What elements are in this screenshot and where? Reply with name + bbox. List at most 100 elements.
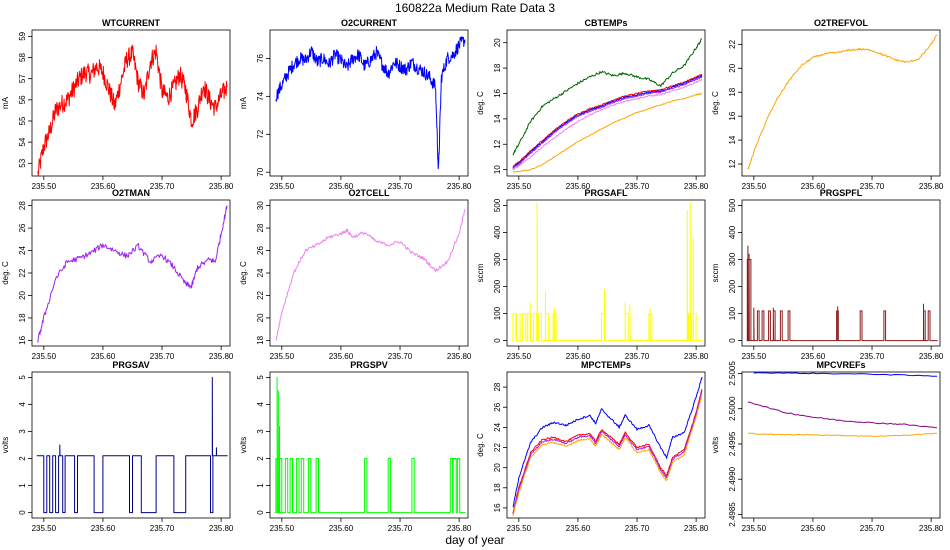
x-tick-label: 235.80: [919, 352, 944, 361]
y-tick-label: 14: [728, 135, 737, 144]
x-tick-label: 235.80: [209, 524, 234, 533]
plot-frame: [741, 29, 941, 177]
x-tick-label: 235.50: [507, 182, 532, 191]
y-tick-label: 55: [18, 116, 27, 125]
figure-title: 160822a Medium Rate Data 3: [394, 1, 556, 15]
panel-title: PRGSAFL: [584, 188, 628, 198]
y-tick-label: 53: [18, 158, 27, 167]
x-tick-label: 235.80: [684, 352, 709, 361]
y-tick-label: 30: [256, 201, 265, 210]
y-tick-label: 16: [493, 88, 502, 97]
y-tick-label: 22: [493, 443, 502, 452]
x-tick-label: 235.60: [91, 524, 116, 533]
y-tick-label: 3: [256, 429, 265, 434]
panel-title: PRGSPV: [350, 360, 388, 370]
x-tick-label: 235.80: [447, 182, 472, 191]
x-tick-label: 235.70: [150, 524, 175, 533]
y-tick-label: 18: [493, 483, 502, 492]
y-axis-label: volts: [239, 437, 248, 453]
series-line-1: [36, 376, 228, 514]
x-tick-label: 235.50: [270, 182, 295, 191]
y-tick-label: 24: [256, 268, 265, 277]
series-line-5: [512, 79, 703, 171]
y-tick-label: 20: [728, 63, 737, 72]
y-tick-label: 4: [256, 402, 265, 407]
panel-title: O2TREFVOL: [814, 18, 869, 28]
x-tick-label: 235.80: [919, 524, 944, 533]
series-line-1: [512, 376, 703, 508]
y-tick-label: 20: [18, 290, 27, 299]
panel-title: PRGSPFL: [820, 188, 863, 198]
x-tick-label: 235.80: [447, 524, 472, 533]
y-tick-label: 59: [18, 31, 27, 40]
y-tick-label: 28: [256, 223, 265, 232]
series-line-6: [512, 92, 703, 173]
y-tick-label: 16: [18, 335, 27, 344]
x-tick-label: 235.60: [801, 524, 826, 533]
y-tick-label: 18: [728, 87, 737, 96]
x-tick-label: 235.60: [329, 182, 354, 191]
x-tick-label: 235.70: [860, 524, 885, 533]
y-tick-label: 22: [728, 39, 737, 48]
series-line-3: [512, 75, 703, 168]
y-tick-label: 2.5005: [728, 361, 737, 386]
x-tick-label: 235.50: [507, 352, 532, 361]
panel-title: WTCURRENT: [102, 18, 160, 28]
panel-prgspfl: PRGSPFL sccm 235.50 235.60 235.70 235.80 0 100 2…: [711, 188, 944, 361]
panel-prgsav: PRGSAV volts 235.50 235.60 235.70 235.80 0 1 2 3 4…: [1, 360, 234, 533]
x-tick-label: 235.60: [91, 352, 116, 361]
plot-frame: [506, 29, 706, 177]
plot-frame: [741, 199, 941, 347]
panel-wtcurrent: WTCURRENT mA 235.50 235.60 235.70 235.80 53 54 5…: [1, 18, 234, 191]
x-tick-label: 235.70: [860, 352, 885, 361]
panel-title: O2CURRENT: [341, 18, 398, 28]
panel-title: MPCTEMPs: [581, 360, 631, 370]
plot-frame: [506, 371, 706, 519]
plot-frame: [31, 29, 231, 177]
y-tick-label: 72: [256, 129, 265, 138]
y-tick-label: 3: [18, 429, 27, 434]
x-tick-label: 235.50: [270, 524, 295, 533]
x-tick-label: 235.70: [150, 352, 175, 361]
x-tick-label: 235.50: [742, 182, 767, 191]
y-tick-label: 300: [493, 252, 502, 266]
y-tick-label: 500: [728, 198, 737, 212]
y-tick-label: 18: [18, 313, 27, 322]
plot-frame: [31, 199, 231, 347]
x-tick-label: 235.60: [329, 352, 354, 361]
y-tick-label: 58: [18, 53, 27, 62]
x-tick-label: 235.60: [566, 182, 591, 191]
x-tick-label: 235.80: [447, 352, 472, 361]
series-line-3: [747, 432, 938, 437]
x-tick-label: 235.60: [566, 524, 591, 533]
panel-title: CBTEMPs: [584, 18, 627, 28]
y-tick-label: 0: [728, 338, 737, 343]
x-tick-label: 235.50: [742, 352, 767, 361]
y-tick-label: 500: [493, 198, 502, 212]
y-axis-label: mA: [239, 96, 248, 109]
y-tick-label: 200: [728, 279, 737, 293]
x-tick-label: 235.50: [507, 524, 532, 533]
x-tick-label: 235.60: [329, 524, 354, 533]
y-tick-label: 76: [256, 53, 265, 62]
series-line-4: [512, 76, 703, 170]
series-line-1: [512, 38, 703, 156]
y-tick-label: 5: [256, 375, 265, 380]
series-line-1: [274, 376, 466, 514]
y-tick-label: 1: [256, 483, 265, 488]
x-tick-label: 235.70: [625, 182, 650, 191]
plot-frame: [269, 371, 469, 519]
y-tick-label: 20: [256, 313, 265, 322]
x-tick-label: 235.70: [388, 352, 413, 361]
x-tick-label: 235.50: [32, 524, 57, 533]
panel-prgsafl: PRGSAFL sccm 235.50 235.60 235.70 235.80 0 100 2…: [476, 188, 709, 361]
x-tick-label: 235.60: [801, 182, 826, 191]
y-tick-label: 400: [493, 225, 502, 239]
y-tick-label: 20: [493, 38, 502, 47]
x-tick-label: 235.50: [742, 524, 767, 533]
x-tick-label: 235.60: [91, 182, 116, 191]
y-tick-label: 2: [256, 456, 265, 461]
x-tick-label: 235.80: [684, 524, 709, 533]
y-tick-label: 200: [493, 279, 502, 293]
